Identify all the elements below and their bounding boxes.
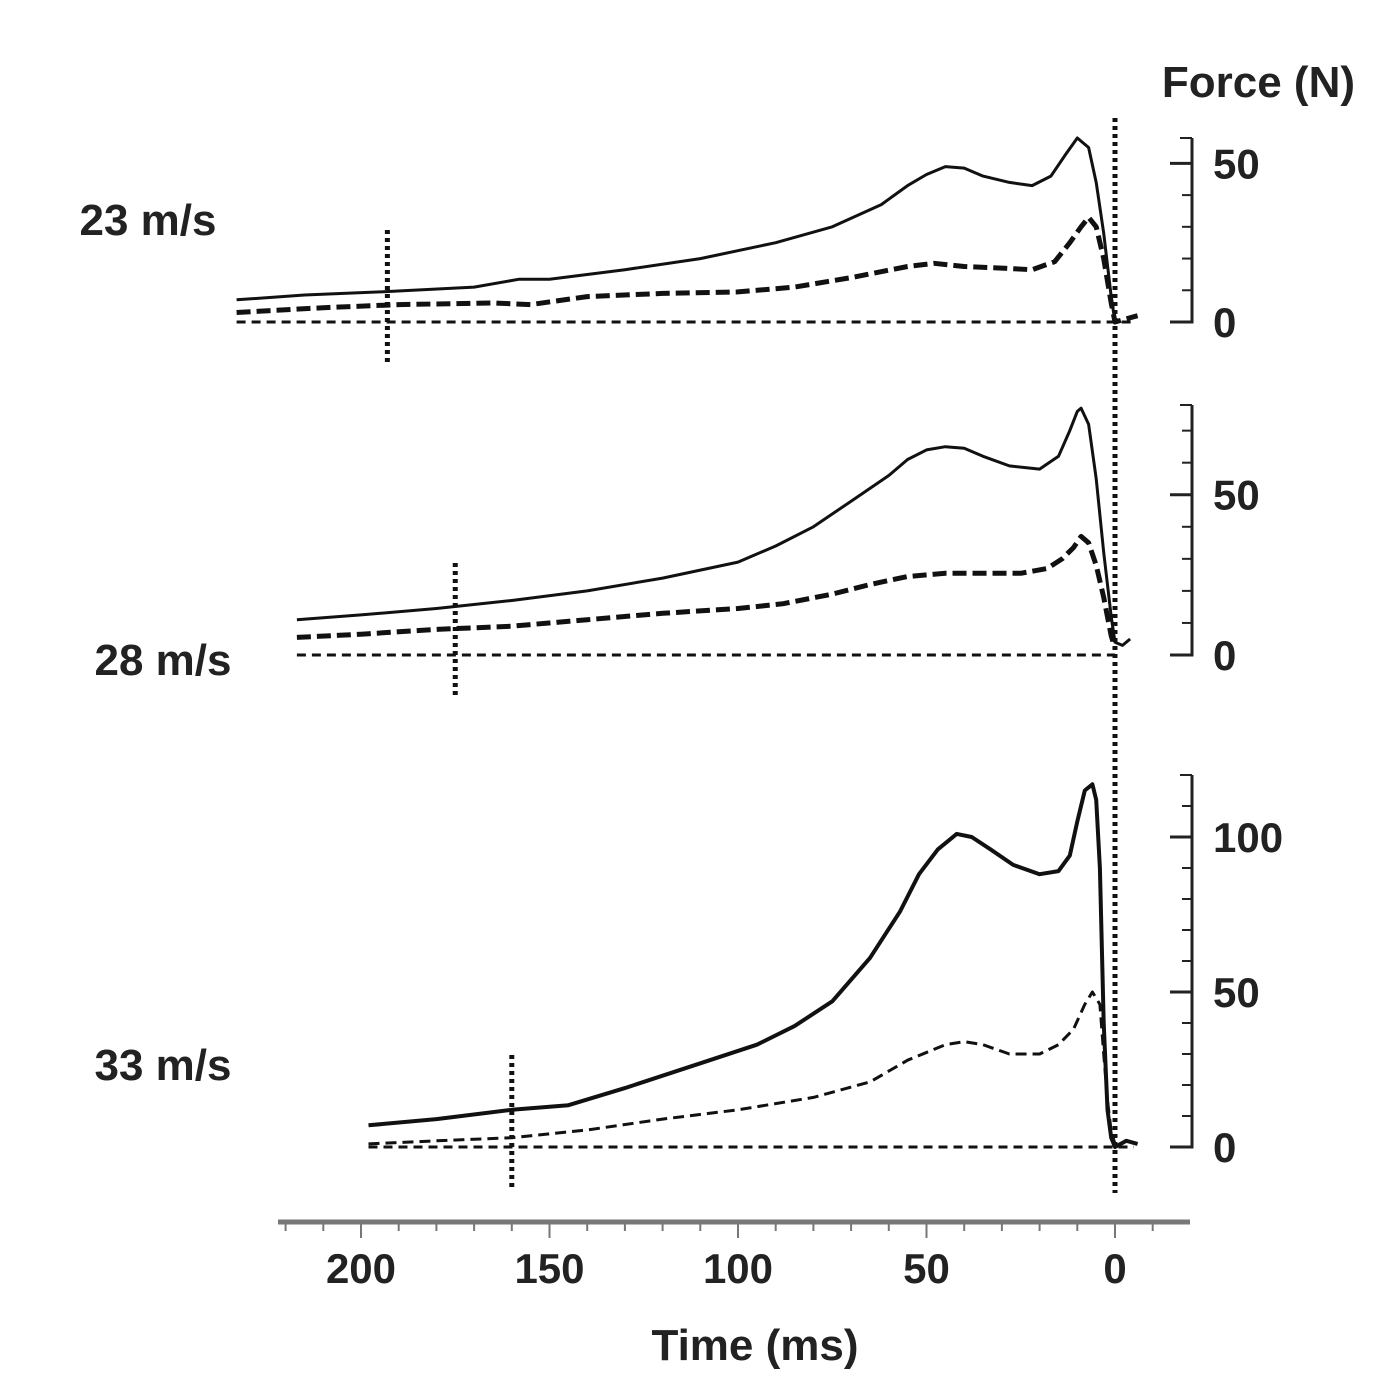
series-solid-line xyxy=(296,406,1132,647)
y-tick-label: 100 xyxy=(1213,814,1283,861)
panel-2: 28 m/s 0 50 xyxy=(95,404,1260,695)
y-tick-label: 50 xyxy=(1213,472,1260,519)
series-dashed-line xyxy=(296,533,1118,650)
series-solid-line xyxy=(236,136,1117,323)
panels-group: 23 m/s 0 50 28 m/s 0 50 33 m/s 0 50 100 xyxy=(80,136,1283,1187)
y-axis-panel-2: 0 50 xyxy=(1170,404,1260,679)
y-tick-label: 0 xyxy=(1213,632,1236,679)
panel-speed-label: 23 m/s xyxy=(80,196,217,245)
series-dashed-line xyxy=(368,990,1117,1146)
panel-3: 33 m/s 0 50 100 xyxy=(95,774,1283,1187)
x-tick-label: 200 xyxy=(326,1245,396,1292)
x-tick-label: 0 xyxy=(1103,1245,1126,1292)
y-axis-panel-3: 0 50 100 xyxy=(1170,774,1283,1171)
x-tick-label: 150 xyxy=(514,1245,584,1292)
panel-speed-label: 33 m/s xyxy=(95,1041,232,1090)
y-axis-panel-1: 0 50 xyxy=(1170,137,1260,346)
y-tick-label: 50 xyxy=(1213,140,1260,187)
x-axis-title: Time (ms) xyxy=(651,1321,858,1370)
x-tick-label: 50 xyxy=(903,1245,950,1292)
x-tick-label: 100 xyxy=(703,1245,773,1292)
y-tick-label: 0 xyxy=(1213,1124,1236,1171)
panel-speed-label: 28 m/s xyxy=(95,636,232,685)
series-dashed-line xyxy=(236,214,1139,325)
panel-1: 23 m/s 0 50 xyxy=(80,136,1260,362)
x-axis: 200 150 100 50 0 xyxy=(278,1219,1190,1292)
y-tick-label: 0 xyxy=(1213,299,1236,346)
y-axis-title: Force (N) xyxy=(1162,58,1355,107)
y-tick-label: 50 xyxy=(1213,969,1260,1016)
series-solid-line xyxy=(368,782,1139,1149)
